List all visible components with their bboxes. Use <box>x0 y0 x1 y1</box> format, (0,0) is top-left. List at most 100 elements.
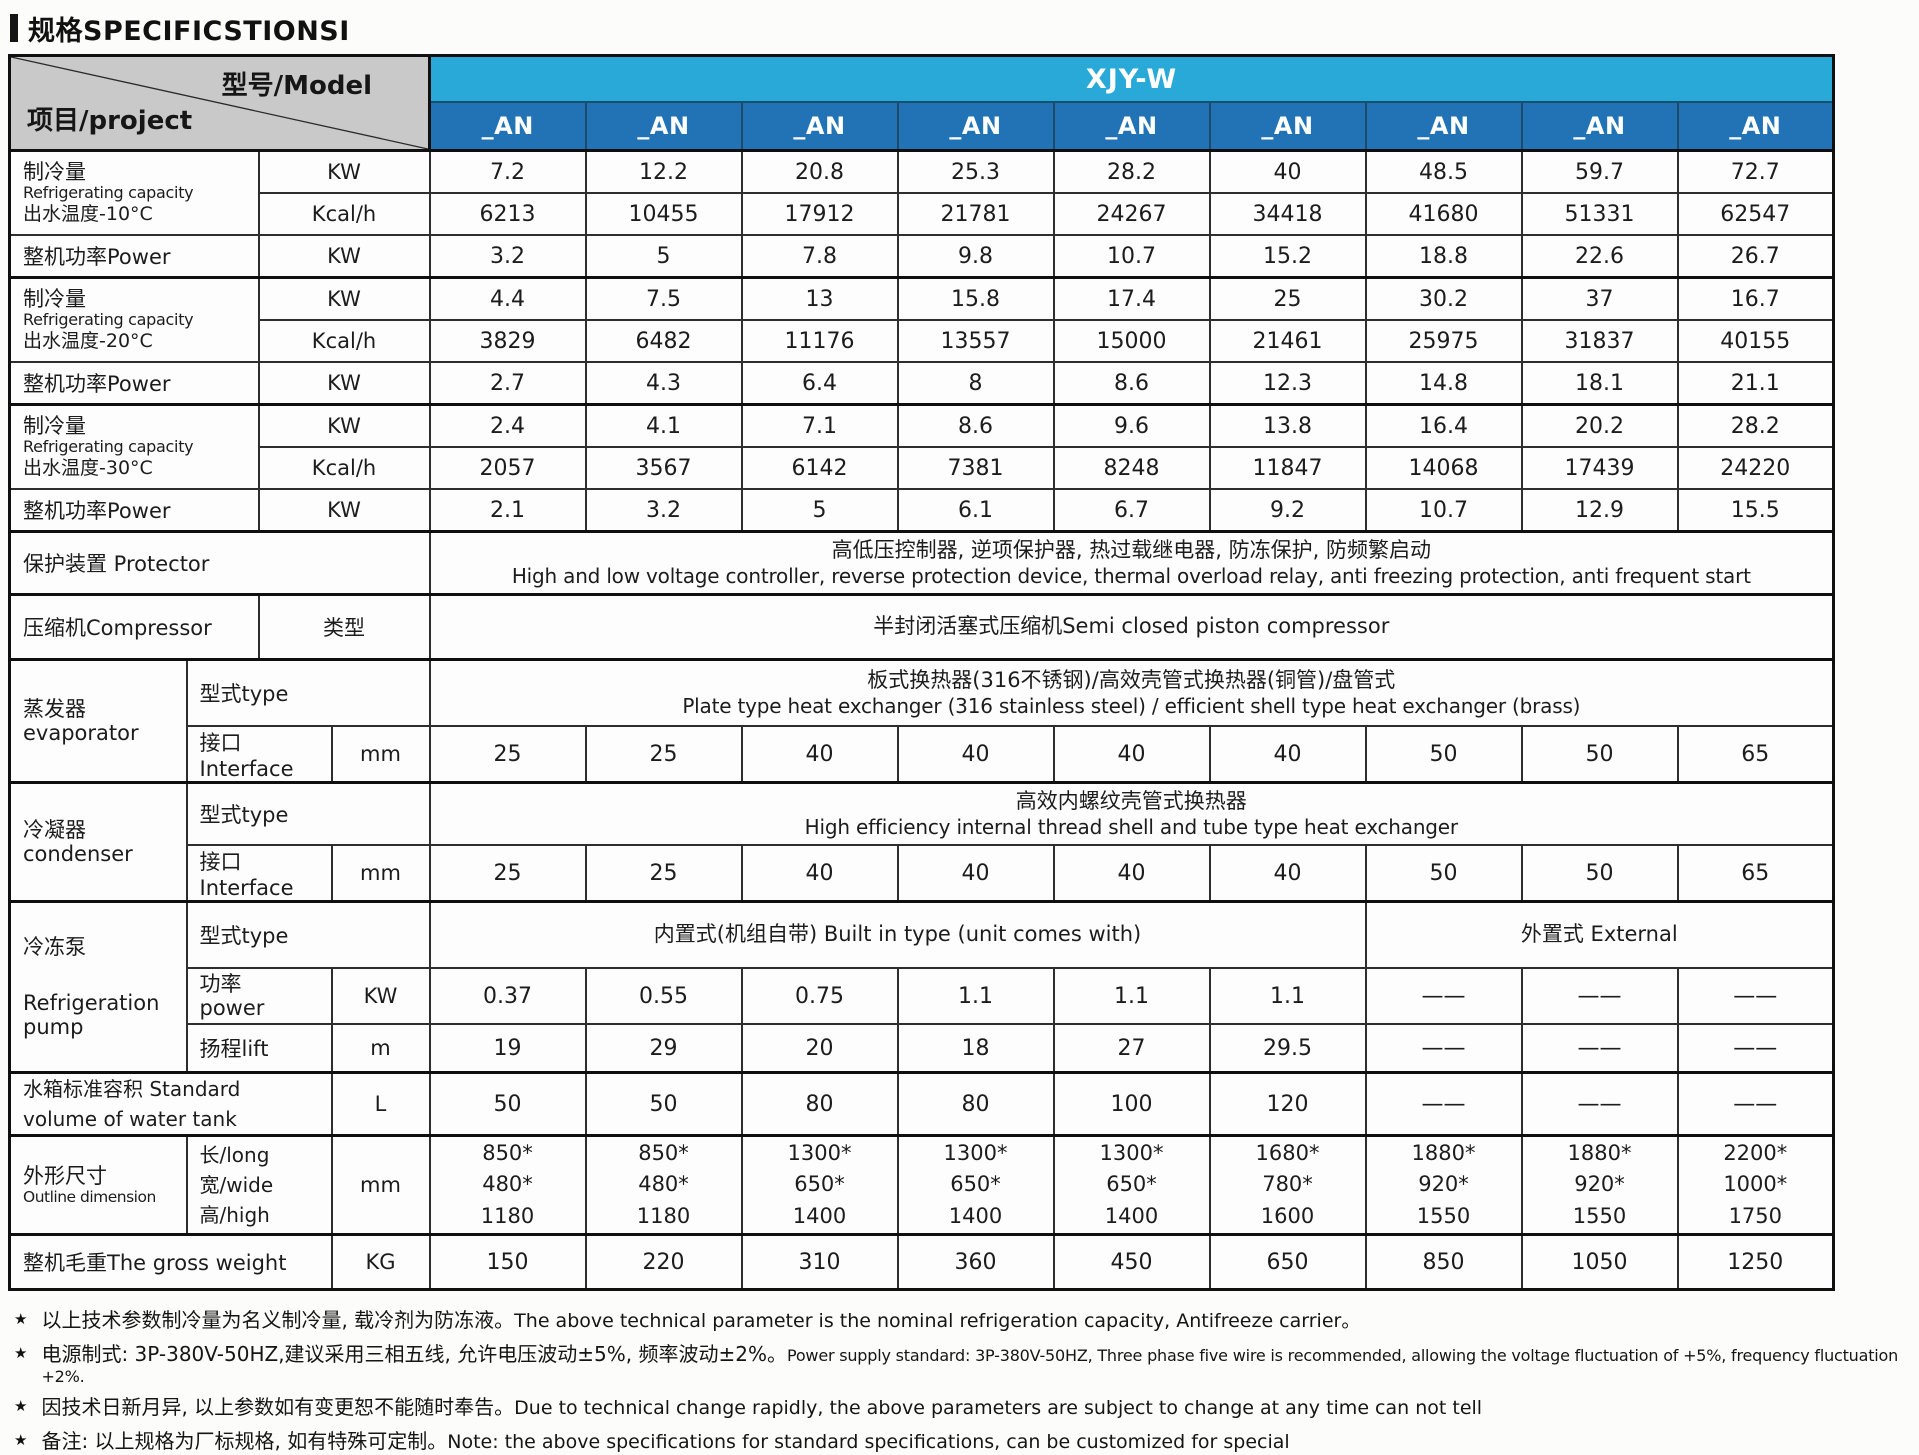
value-cell: 24220 <box>1676 446 1835 490</box>
evaporator-type-value: 板式换热器(316不锈钢)/高效壳管式换热器(铜管)/盘管式 Plate typ… <box>428 658 1835 727</box>
brand-header: XJY-W <box>428 54 1836 103</box>
row-pump-power: 功率 power KW 0.37 0.55 0.75 1.1 1.1 1.1 —… <box>10 967 1835 1025</box>
value-cell: 6213 <box>428 192 587 236</box>
footnote-en: The above technical parameter is the nom… <box>514 1310 1361 1332</box>
page-title: 规格SPECIFICSTIONSI <box>28 15 350 47</box>
value-cell: 1.1 <box>1208 967 1367 1025</box>
corner-project-label: 项目/project <box>27 106 193 136</box>
value-cell: 41680 <box>1364 192 1523 236</box>
evaporator-label: 蒸发器 evaporator <box>8 658 188 784</box>
value-cell: 2200* 1000* 1750 <box>1676 1134 1835 1236</box>
value-cell: 40 <box>1208 149 1367 194</box>
value-cell: 6142 <box>740 446 899 490</box>
value-cell: 80 <box>740 1071 899 1137</box>
dimensions-label: 外形尺寸 Outline dimension <box>8 1134 188 1236</box>
value-cell: 7.8 <box>740 234 899 279</box>
value-cell: 2.1 <box>428 488 587 533</box>
label-cn: 蒸发器 <box>23 696 86 721</box>
footnote-cn: 备注: 以上规格为厂标规格, 如有特殊可定制。 <box>41 1429 448 1454</box>
value-cell: 220 <box>584 1233 743 1291</box>
row-compressor: 压缩机Compressor 类型 半封闭活塞式压缩机Semi closed pi… <box>8 593 1835 661</box>
label-temp: 出水温度-30°C <box>23 456 153 479</box>
value-cell: 13.8 <box>1208 403 1367 448</box>
star-icon: ★ <box>14 1431 28 1450</box>
footnote: ★ 备注: 以上规格为厂标规格, 如有特殊可定制。Note: the above… <box>14 1428 1919 1455</box>
value-cell: 14068 <box>1364 446 1523 490</box>
value-cell: 25 <box>428 725 587 784</box>
row-capacity-20-kcal: Kcal/h 3829 6482 11176 13557 15000 21461… <box>10 319 1835 363</box>
value-cell: 100 <box>1052 1071 1211 1137</box>
value-cell: 25 <box>1208 276 1367 321</box>
value-cell: 65 <box>1676 844 1835 903</box>
value-cell: 18 <box>896 1023 1055 1074</box>
value-cell: 1.1 <box>896 967 1055 1025</box>
corner-header-cell: 型号/Model 项目/project <box>8 54 431 152</box>
model-header-cell: _AN <box>1364 101 1523 152</box>
page-header: 规格SPECIFICSTIONSI <box>10 12 1919 47</box>
footnote-cn: 电源制式: 3P-380V-50HZ,建议采用三相五线, 允许电压波动±5%, … <box>41 1341 787 1366</box>
row-capacity-30-kcal: Kcal/h 2057 3567 6142 7381 8248 11847 14… <box>10 446 1835 490</box>
footnote: ★ 因技术日新月异, 以上参数如有变更恕不能随时奉告。Due to techni… <box>14 1394 1919 1421</box>
unit-cell: KW <box>257 361 431 406</box>
power-30-label: 整机功率Power <box>8 488 260 533</box>
compressor-label: 压缩机Compressor <box>8 593 260 661</box>
value-cell: 72.7 <box>1676 149 1835 194</box>
label-cn: 冷凝器 <box>23 817 86 842</box>
value-cell: 50 <box>1364 725 1523 784</box>
footnote-text: 备注: 以上规格为厂标规格, 如有特殊可定制。Note: the above s… <box>41 1428 1289 1455</box>
header-row-models: _AN _AN _AN _AN _AN _AN _AN _AN _AN <box>10 101 1835 152</box>
model-header-cell: _AN <box>740 101 899 152</box>
water-tank-label: 水箱标准容积 Standard volume of water tank <box>8 1071 333 1137</box>
value-cell: 50 <box>428 1071 587 1137</box>
value-cell: 40 <box>896 844 1055 903</box>
label-cn: 冷冻泵 <box>23 935 86 960</box>
value-cell: 62547 <box>1676 192 1835 236</box>
value-cell: 28.2 <box>1052 149 1211 194</box>
value-cell: 1880* 920* 1550 <box>1364 1134 1523 1236</box>
value-cell: 80 <box>896 1071 1055 1137</box>
protector-value: 高低压控制器, 逆项保护器, 热过载继电器, 防冻保护, 防频繁启动 High … <box>428 530 1835 596</box>
label-cn: 制冷量 <box>23 160 86 185</box>
value-cell: 2057 <box>428 446 587 490</box>
value-cell: —— <box>1520 1023 1679 1074</box>
value-cell: 0.75 <box>740 967 899 1025</box>
unit-cell: KW <box>330 967 431 1025</box>
value-cell: 3.2 <box>584 488 743 533</box>
capacity-10-label: 制冷量 Refrigerating capacity 出水温度-10°C <box>8 149 260 236</box>
label-en: power <box>199 996 265 1020</box>
model-header-cell: _AN <box>428 101 587 152</box>
label-temp: 出水温度-10°C <box>23 202 153 225</box>
value-cell: 13557 <box>896 319 1055 363</box>
value-cell: 16.4 <box>1364 403 1523 448</box>
value-cell: —— <box>1676 967 1835 1025</box>
star-icon: ★ <box>14 1343 28 1362</box>
value-cell: 12.9 <box>1520 488 1679 533</box>
value-cell: 850* 480* 1180 <box>428 1134 587 1236</box>
evaporator-type-en: Plate type heat exchanger (316 stainless… <box>682 694 1581 719</box>
value-cell: 15000 <box>1052 319 1211 363</box>
value-cell: 18.8 <box>1364 234 1523 279</box>
value-cell: 7.1 <box>740 403 899 448</box>
value-cell: 40 <box>740 844 899 903</box>
value-cell: 40 <box>1052 844 1211 903</box>
value-cell: —— <box>1364 1071 1523 1137</box>
model-header-cell: _AN <box>1208 101 1367 152</box>
corner-model-label: 型号/Model <box>221 71 372 101</box>
value-cell: 40 <box>1208 844 1367 903</box>
pump-lift-label: 扬程lift <box>185 1023 333 1074</box>
value-cell: 150 <box>428 1233 587 1291</box>
condenser-interface-label: 接口Interface <box>185 844 333 903</box>
footnotes: ★ 以上技术参数制冷量为名义制冷量, 载冷剂为防冻液。The above tec… <box>14 1307 1919 1455</box>
compressor-value: 半封闭活塞式压缩机Semi closed piston compressor <box>428 593 1835 661</box>
value-cell: 25975 <box>1364 319 1523 363</box>
value-cell: 10.7 <box>1052 234 1211 279</box>
pump-external-text: 外置式 External <box>1520 922 1678 947</box>
value-cell: 9.2 <box>1208 488 1367 533</box>
capacity-20-label: 制冷量 Refrigerating capacity 出水温度-20°C <box>8 276 260 363</box>
protector-value-en: High and low voltage controller, reverse… <box>511 564 1751 589</box>
row-power-10: 整机功率Power KW 3.2 5 7.8 9.8 10.7 15.2 18.… <box>8 234 1835 279</box>
gross-weight-label: 整机毛重The gross weight <box>8 1233 333 1291</box>
value-cell: 24267 <box>1052 192 1211 236</box>
value-cell: 9.6 <box>1052 403 1211 448</box>
row-capacity-30-kw: 制冷量 Refrigerating capacity 出水温度-30°C KW … <box>8 403 1835 490</box>
